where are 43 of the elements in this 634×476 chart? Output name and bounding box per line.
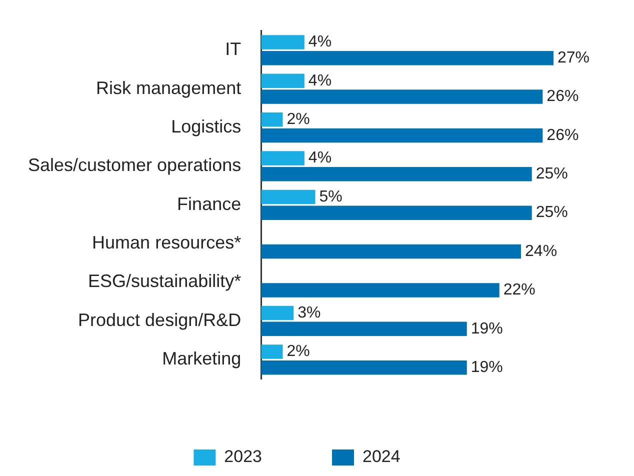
data-label: 2% xyxy=(286,343,310,360)
bar xyxy=(261,151,304,166)
data-label: 4% xyxy=(308,34,332,51)
data-label: 19% xyxy=(470,358,503,376)
data-label: 24% xyxy=(525,242,558,260)
bar xyxy=(261,360,467,375)
data-label: 26% xyxy=(546,88,579,106)
y-tick-label: Human resources* xyxy=(92,232,242,253)
data-label: 3% xyxy=(298,304,321,322)
data-label: 4% xyxy=(308,72,332,90)
bar xyxy=(261,74,304,88)
bar xyxy=(261,206,532,220)
bar xyxy=(261,190,316,204)
bar xyxy=(261,344,283,359)
y-tick-label: Finance xyxy=(177,194,242,214)
data-label: 22% xyxy=(503,282,536,299)
data-label: 19% xyxy=(470,320,503,338)
y-tick-label: IT xyxy=(225,39,242,60)
y-tick-label: ESG/sustainability* xyxy=(88,271,242,292)
data-label: 25% xyxy=(536,204,568,222)
bar xyxy=(261,283,500,298)
bar xyxy=(261,322,467,336)
data-label: 26% xyxy=(546,126,579,144)
legend-label: 2024 xyxy=(362,447,400,466)
bar xyxy=(261,35,304,50)
bar xyxy=(261,306,294,320)
y-tick-label: Sales/customer operations xyxy=(28,155,242,176)
data-label: 27% xyxy=(558,49,590,66)
y-tick-label: Marketing xyxy=(162,348,242,369)
bar xyxy=(261,244,522,259)
y-tick-label: Risk management xyxy=(96,78,242,98)
data-label: 2% xyxy=(286,110,310,128)
bar xyxy=(261,128,543,143)
bar xyxy=(261,50,554,66)
data-label: 4% xyxy=(308,150,332,167)
data-label: 5% xyxy=(319,188,342,206)
bar xyxy=(261,167,532,182)
data-label: 25% xyxy=(536,166,568,183)
y-tick-label: Product design/R&D xyxy=(78,310,242,330)
y-tick-label: Logistics xyxy=(171,116,242,136)
legend-label: 2023 xyxy=(224,447,262,466)
bar xyxy=(261,90,543,104)
bar xyxy=(261,112,283,127)
